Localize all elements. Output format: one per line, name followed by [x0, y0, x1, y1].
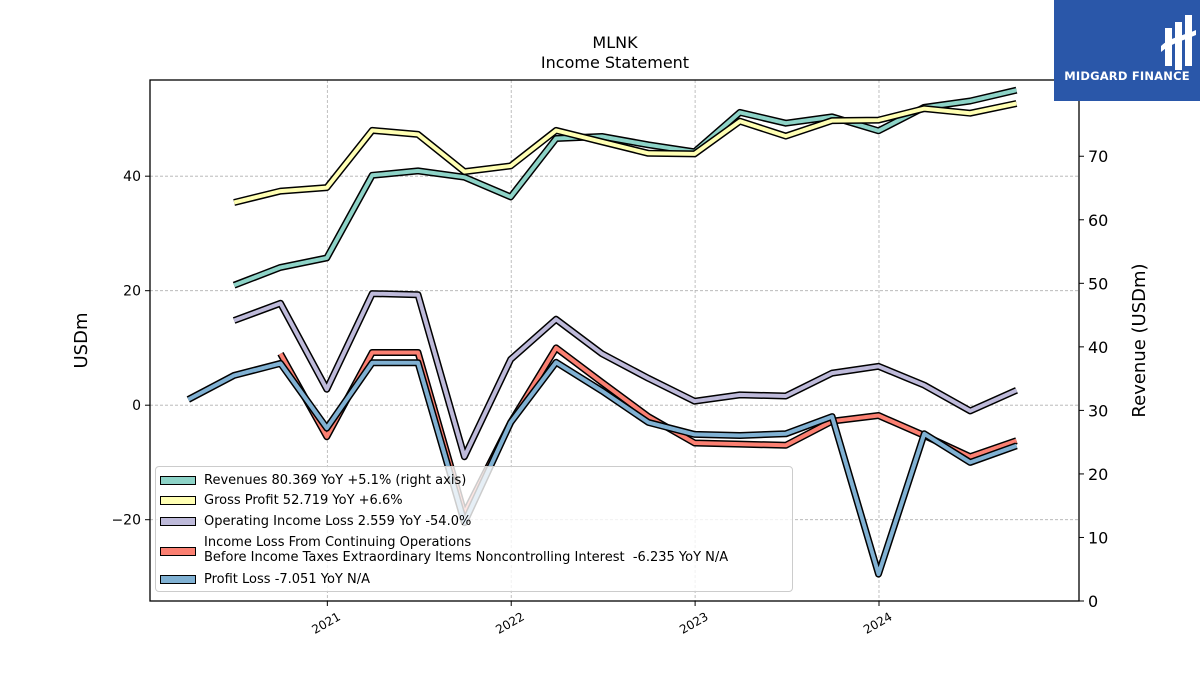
y-right-tick-label: 50: [1088, 274, 1108, 293]
series-line-gross-profit: [233, 101, 1017, 205]
legend-swatch: [160, 575, 196, 584]
y-right-tick-label: 0: [1088, 592, 1098, 611]
y-tick-label: 0: [132, 398, 141, 414]
legend-label: Operating Income Loss 2.559 YoY -54.0%: [204, 514, 472, 529]
midgard-finance-logo: MIDGARD FINANCE: [1054, 0, 1200, 101]
y-right-tick-label: 30: [1088, 401, 1108, 420]
series-line-revenues: [233, 88, 1017, 288]
x-tick-label: 2024: [861, 609, 894, 636]
x-tick-label: 2021: [309, 609, 342, 636]
logo-mark-icon: [1161, 15, 1196, 70]
y-right-tick-label: 70: [1088, 147, 1108, 166]
chart-title: MLNK: [592, 33, 638, 52]
legend-label: Revenues 80.369 YoY +5.1% (right axis): [204, 473, 467, 488]
x-tick-label: 2023: [677, 609, 710, 636]
legend-label: Gross Profit 52.719 YoY +6.6%: [204, 493, 403, 508]
y-tick-label: 40: [123, 169, 141, 185]
legend-label: Profit Loss -7.051 YoY N/A: [204, 572, 370, 587]
legend-label: Income Loss From Continuing Operations B…: [204, 535, 729, 565]
x-tick-label: 2022: [493, 609, 526, 636]
plot-frame: [149, 79, 1080, 602]
chart-subtitle: Income Statement: [540, 53, 690, 72]
y-right-tick-label: 20: [1088, 465, 1108, 484]
series-line-income-loss-from-continuing-operations-b: [278, 345, 1018, 516]
y-right-tick-label: 60: [1088, 211, 1108, 230]
y-right-tick-label: 40: [1088, 338, 1108, 357]
chart-legend: Revenues 80.369 YoY +5.1% (right axis) G…: [155, 466, 793, 592]
legend-swatch: [160, 496, 196, 505]
y-right-axis-label: Revenue (USDm): [1129, 263, 1150, 417]
series-line-profit-loss: [187, 360, 1018, 577]
y-right-tick-label: 10: [1088, 528, 1108, 547]
legend-swatch: [160, 547, 196, 556]
legend-swatch: [160, 517, 196, 526]
y-axis-label: USDm: [71, 313, 92, 369]
logo-text: MIDGARD FINANCE: [1064, 69, 1190, 83]
series-line-operating-income-loss: [233, 291, 1018, 459]
series-outline-gross-profit: [233, 100, 1018, 206]
y-tick-label: −20: [111, 513, 141, 529]
y-tick-label: 20: [123, 284, 141, 300]
legend-swatch: [160, 476, 196, 485]
